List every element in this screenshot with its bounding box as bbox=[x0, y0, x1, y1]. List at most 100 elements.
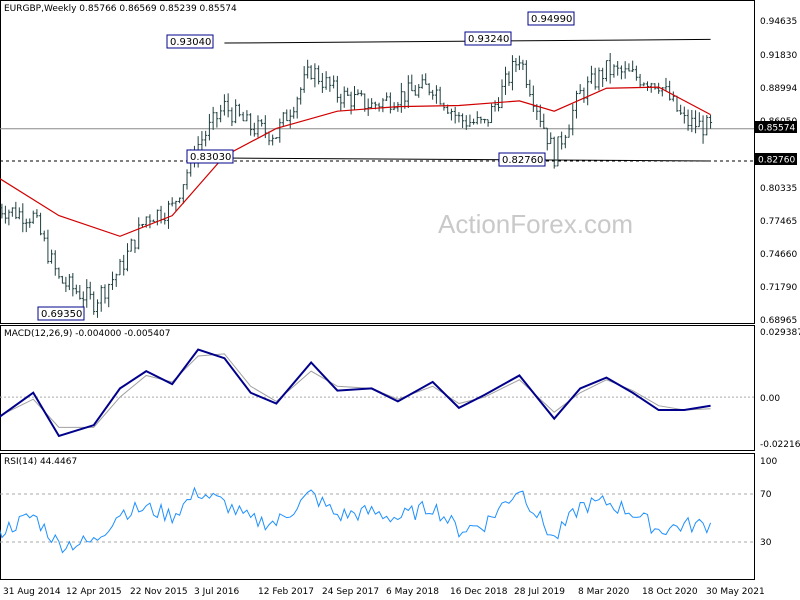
ohlc-bar bbox=[14, 201, 18, 220]
ohlc-bar bbox=[332, 75, 336, 89]
macd-tick: 0.00 bbox=[760, 394, 780, 404]
ohlc-bar bbox=[313, 63, 317, 88]
ohlc-bar bbox=[542, 113, 546, 130]
ohlc-bar bbox=[475, 111, 479, 125]
price-tick: 0.68965 bbox=[760, 316, 797, 326]
ohlc-bar bbox=[563, 134, 567, 149]
svg-text:0.85574: 0.85574 bbox=[758, 124, 795, 134]
ohlc-bar bbox=[110, 271, 114, 290]
ohlc-bar bbox=[381, 98, 385, 113]
ohlc-bar bbox=[335, 75, 339, 103]
ohlc-bar bbox=[181, 184, 185, 204]
ohlc-bar bbox=[50, 249, 54, 264]
ohlc-bar bbox=[249, 113, 253, 136]
ohlc-bar bbox=[185, 169, 189, 190]
ohlc-bar bbox=[424, 73, 428, 85]
ohlc-bar bbox=[623, 61, 627, 79]
ohlc-bar bbox=[7, 209, 11, 226]
ohlc-bar bbox=[35, 209, 39, 218]
ohlc-bar bbox=[705, 115, 709, 136]
x-tick: 22 Nov 2015 bbox=[130, 587, 188, 597]
ohlc-bar bbox=[507, 71, 511, 86]
ohlc-bar bbox=[46, 229, 50, 264]
ohlc-bar bbox=[71, 272, 75, 297]
rsi-line bbox=[0, 486, 712, 554]
x-axis: 31 Aug 2014 12 Apr 2015 22 Nov 2015 3 Ju… bbox=[3, 587, 765, 597]
macd-signal-line bbox=[0, 353, 711, 428]
ohlc-bar bbox=[514, 57, 518, 73]
ohlc-bar bbox=[517, 55, 521, 71]
ohlc-bar bbox=[342, 86, 346, 108]
ohlc-bar bbox=[107, 283, 111, 308]
ohlc-bar bbox=[155, 209, 159, 226]
ohlc-bar bbox=[431, 89, 435, 100]
ohlc-bar bbox=[306, 59, 310, 79]
ohlc-bar bbox=[549, 132, 553, 145]
x-tick: 3 Jul 2016 bbox=[194, 587, 239, 597]
ohlc-bar bbox=[634, 65, 638, 81]
ohlc-bar bbox=[642, 82, 646, 87]
ohlc-bar bbox=[39, 212, 43, 236]
x-tick: 8 Mar 2020 bbox=[578, 587, 630, 597]
x-tick: 28 Jul 2019 bbox=[514, 587, 565, 597]
price-y-axis: 0.94635 0.91830 0.88994 0.86050 0.80335 … bbox=[760, 17, 797, 326]
ohlc-bar bbox=[417, 83, 421, 98]
ohlc-bar bbox=[60, 275, 64, 284]
ohlc-bar bbox=[92, 291, 96, 315]
ohlc-bar bbox=[85, 279, 89, 308]
ohlc-bar bbox=[578, 84, 582, 95]
ohlc-bar bbox=[438, 86, 442, 105]
ohlc-bar bbox=[571, 103, 575, 136]
ohlc-bar bbox=[28, 218, 32, 228]
rsi-tick: 30 bbox=[760, 538, 772, 548]
ohlc-bar bbox=[500, 79, 504, 109]
ohlc-bar bbox=[413, 85, 417, 96]
ohlc-bar bbox=[461, 113, 465, 128]
ohlc-bar bbox=[653, 83, 657, 90]
ohlc-bar bbox=[230, 107, 234, 127]
ohlc-bar bbox=[483, 118, 487, 124]
ohlc-bar bbox=[392, 102, 396, 111]
ohlc-bar bbox=[346, 87, 350, 96]
ohlc-bar bbox=[166, 200, 170, 229]
ohlc-bar bbox=[200, 131, 204, 153]
svg-text:0.69350: 0.69350 bbox=[41, 309, 82, 320]
ohlc-bar bbox=[281, 112, 285, 127]
ohlc-bar bbox=[152, 219, 156, 223]
ohlc-bar bbox=[497, 97, 501, 112]
ohlc-bar bbox=[295, 96, 299, 119]
ohlc-bar bbox=[510, 55, 514, 91]
ohlc-bar bbox=[317, 65, 321, 85]
ohlc-bar bbox=[679, 104, 683, 115]
rsi-tick: 100 bbox=[760, 457, 777, 467]
ohlc-bar bbox=[349, 91, 353, 115]
ohlc-bar bbox=[170, 197, 174, 207]
ohlc-bar bbox=[328, 76, 332, 92]
ohlc-bar bbox=[385, 92, 389, 101]
ohlc-bar bbox=[686, 109, 690, 131]
ohlc-bar bbox=[114, 273, 118, 287]
macd-panel-frame bbox=[0, 325, 755, 451]
annotation-0.93240: 0.93240 bbox=[464, 31, 512, 46]
ohlc-bar bbox=[524, 60, 528, 89]
ohlc-bar bbox=[377, 102, 381, 112]
price-panel-title: EURGBP,Weekly 0.85766 0.86569 0.85239 0.… bbox=[4, 4, 237, 14]
ohlc-bar bbox=[464, 115, 468, 130]
ohlc-bar bbox=[493, 100, 497, 112]
ohlc-bar bbox=[709, 114, 713, 129]
ohlc-bar bbox=[226, 93, 230, 118]
ohlc-bar bbox=[222, 94, 226, 116]
ohlc-bar bbox=[256, 115, 260, 138]
ohlc-bar bbox=[53, 250, 57, 276]
ohlc-bar bbox=[137, 217, 141, 250]
price-tick: 0.94635 bbox=[760, 17, 797, 27]
svg-text:0.82760: 0.82760 bbox=[758, 156, 795, 166]
annotation-0.69350: 0.69350 bbox=[37, 306, 85, 321]
macd-panel-title: MACD(12,26,9) -0.004000 -0.005407 bbox=[4, 329, 170, 339]
ohlc-bar bbox=[472, 118, 476, 125]
x-tick: 30 May 2021 bbox=[706, 587, 765, 597]
ohlc-bar bbox=[675, 95, 679, 112]
ohlc-bar bbox=[457, 112, 461, 123]
ohlc-bar bbox=[0, 203, 4, 219]
